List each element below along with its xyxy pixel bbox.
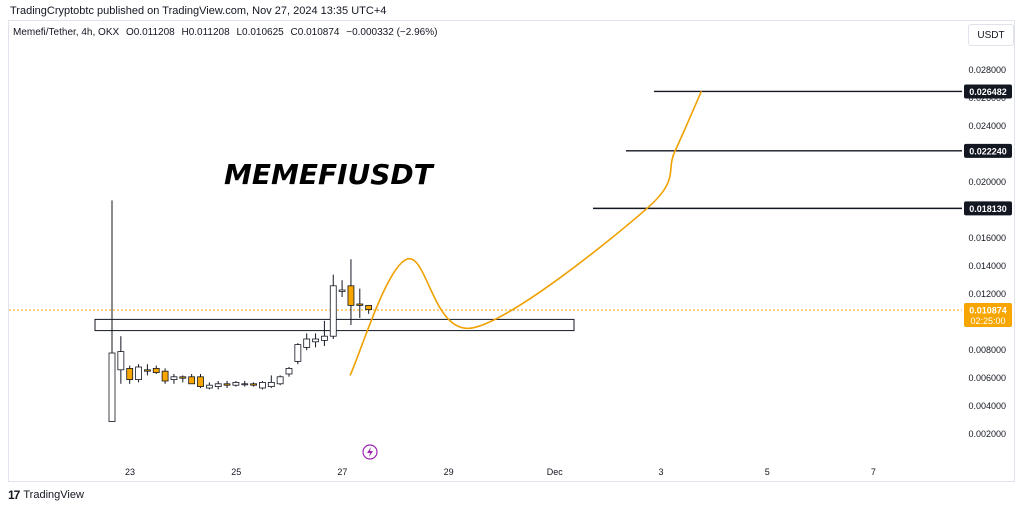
legend-symbol[interactable]: Memefi/Tether, 4h, OKX [13,27,120,38]
candle[interactable] [241,381,249,387]
y-tick-label: 0.008000 [968,345,1006,355]
y-tick-label: 0.004000 [968,401,1006,411]
candle[interactable] [117,336,125,384]
candle[interactable] [320,320,328,346]
target-level-label: 0.026482 [969,87,1007,97]
candle[interactable] [356,288,364,318]
x-tick-label: 25 [231,467,241,477]
candle[interactable] [205,382,213,390]
candle[interactable] [143,364,151,376]
candle[interactable] [329,274,337,339]
candle[interactable] [232,381,240,387]
legend-open: O0.011208 [125,27,175,38]
candle[interactable] [179,375,187,383]
candle[interactable] [223,381,231,388]
footer-brand-text: TradingView [23,489,84,501]
candle[interactable] [161,368,169,384]
candle[interactable] [135,364,142,383]
candle[interactable] [365,304,373,314]
candle[interactable] [338,280,346,297]
lightning-icon[interactable] [362,444,378,460]
target-level-tag [964,143,1012,158]
candle[interactable] [188,374,196,385]
y-tick-label: 0.024000 [968,121,1006,131]
x-tick-label: 3 [658,467,663,477]
x-tick-label: 29 [444,467,454,477]
x-tick-label: 5 [765,467,770,477]
candle[interactable] [126,365,134,384]
footer-brand[interactable]: 17 TradingView [8,488,84,502]
candle[interactable] [276,375,284,386]
y-tick-label: 0.020000 [968,177,1006,187]
y-tick-label: 0.028000 [968,65,1006,75]
y-tick-label: 0.002000 [968,429,1006,439]
candle[interactable] [294,343,302,365]
publisher-line: TradingCryptobtc published on TradingVie… [10,5,387,17]
x-tick-label: 27 [337,467,347,477]
symbol-legend: Memefi/Tether, 4h, OKX O0.011208 H0.0112… [13,27,441,38]
x-tick-label: 23 [125,467,135,477]
chart-frame [8,20,1015,482]
candle[interactable] [214,381,222,390]
countdown-label: 02:25:00 [970,316,1005,326]
y-tick-label: 0.006000 [968,373,1006,383]
y-tick-label: 0.014000 [968,261,1006,271]
candle[interactable] [197,374,204,388]
legend-close: C0.010874 [290,27,340,38]
x-tick-label: 7 [871,467,876,477]
candle[interactable] [303,333,311,351]
candle[interactable] [108,200,116,422]
currency-button[interactable]: USDT [968,24,1014,46]
candle[interactable] [152,365,160,374]
candle[interactable] [285,367,293,377]
target-level-label: 0.018130 [969,204,1007,214]
candle[interactable] [347,259,355,325]
candle[interactable] [259,381,266,390]
last-price-label: 0.010874 [969,305,1007,315]
candle[interactable] [170,374,178,384]
chart-title: MEMEFIUSDT [224,158,435,191]
legend-high: H0.011208 [181,27,230,38]
last-price-tag [964,302,1012,327]
candle[interactable] [312,333,319,348]
candle[interactable] [250,382,258,387]
target-level-tag [964,84,1012,99]
projection-curve[interactable] [349,90,703,376]
tradingview-logo-icon: 17 [8,488,20,502]
y-tick-label: 0.016000 [968,233,1006,243]
target-level-label: 0.022240 [969,146,1007,156]
y-tick-label: 0.012000 [968,289,1006,299]
target-level-tag [964,201,1012,216]
legend-low: L0.010625 [236,27,284,38]
x-tick-label: Dec [547,467,564,477]
candle[interactable] [267,375,275,388]
legend-change: −0.000332 (−2.96%) [346,27,438,38]
